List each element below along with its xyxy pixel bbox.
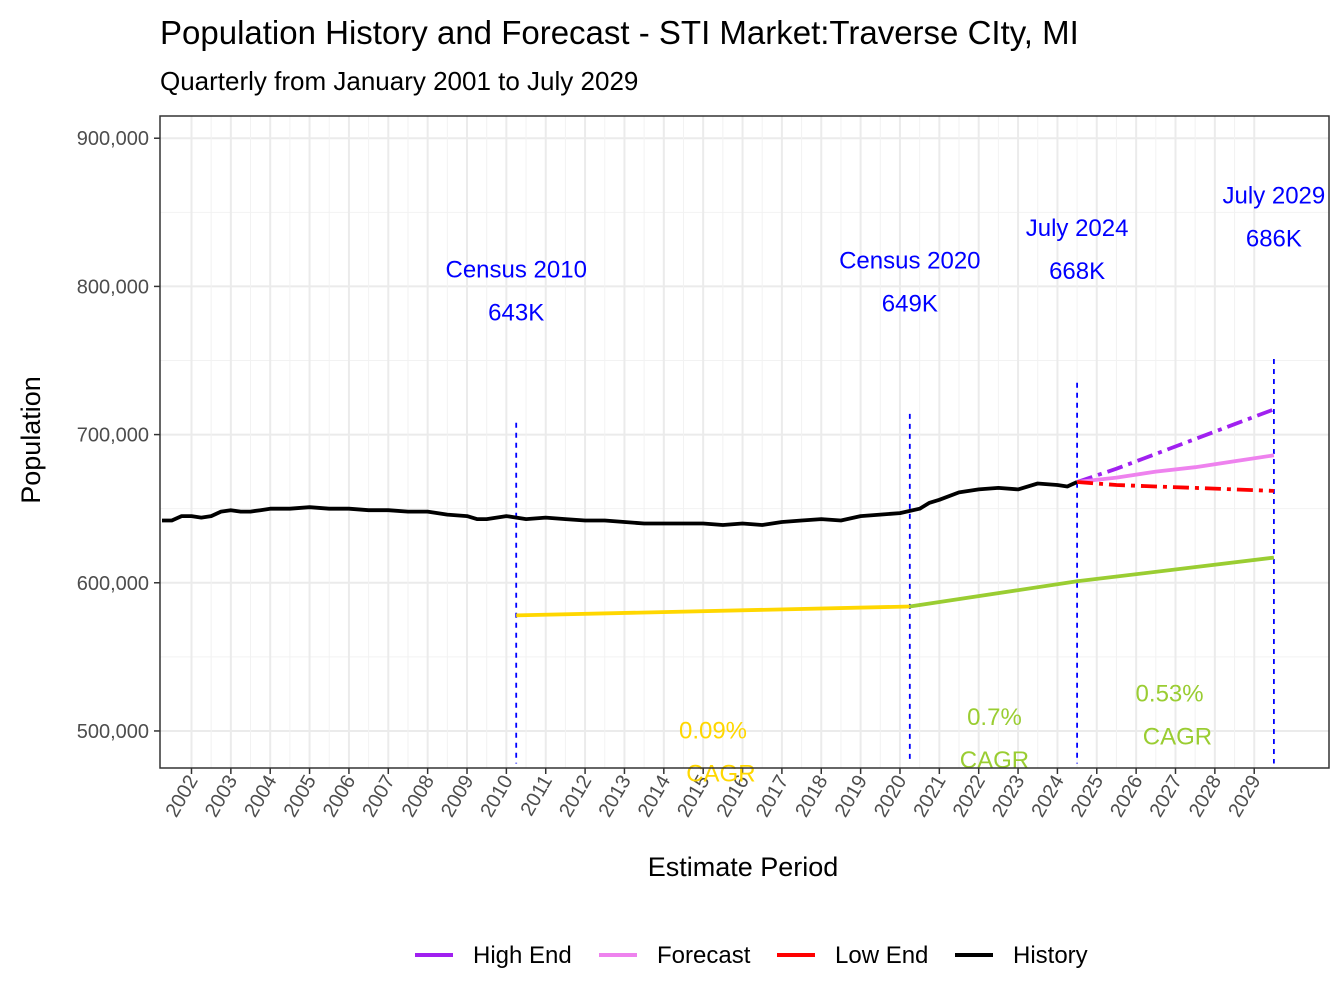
series-history: [162, 480, 1078, 527]
series-cagr-2010-2020: [516, 604, 910, 618]
series-low-end: [1076, 480, 1274, 493]
annotation-label: Census 2020: [839, 248, 980, 275]
legend-label: Low End: [835, 942, 928, 969]
chart-title: Population History and Forecast - STI Ma…: [160, 14, 1079, 51]
x-tick-label: 2021: [909, 772, 950, 822]
plot-panel-border: [159, 115, 1330, 769]
x-tick-label: 2025: [1067, 772, 1108, 822]
legend-label: High End: [473, 942, 572, 969]
x-tick-label: 2013: [594, 772, 635, 822]
x-tick-label: 2017: [752, 772, 793, 822]
x-tick-label: 2029: [1224, 772, 1265, 822]
annotation-value: CAGR: [960, 747, 1029, 774]
x-tick-label: 2008: [398, 772, 439, 822]
x-tick-label: 2028: [1185, 772, 1226, 822]
x-tick-label: 2024: [1027, 772, 1068, 822]
grid-lines: [160, 116, 1329, 768]
x-tick-label: 2005: [280, 772, 321, 822]
x-tick-label: 2020: [870, 772, 911, 822]
annotation-value: 649K: [882, 291, 938, 318]
x-tick-label: 2026: [1106, 772, 1147, 822]
x-tick-label: 2002: [162, 772, 203, 822]
y-tick-label: 600,000: [77, 573, 149, 595]
chart-subtitle: Quarterly from January 2001 to July 2029: [160, 66, 638, 96]
x-tick-label: 2011: [517, 772, 558, 820]
x-tick-label: 2010: [476, 772, 517, 822]
x-tick-label: 2003: [201, 772, 242, 822]
y-tick-label: 700,000: [77, 425, 149, 447]
y-axis-label: Population: [16, 376, 46, 504]
y-tick-label: 500,000: [77, 721, 149, 743]
x-tick-label: 2027: [1146, 772, 1187, 822]
series-high-end: [1076, 407, 1275, 484]
annotation-label: July 2029: [1223, 182, 1326, 209]
y-tick-label: 900,000: [77, 128, 149, 150]
annotation-value: 686K: [1246, 225, 1302, 252]
annotation-label: July 2024: [1026, 215, 1129, 242]
x-tick-label: 2009: [437, 772, 478, 822]
annotations: Census 2010 643K Census 2020 649K July 2024 6…: [445, 182, 1325, 787]
x-tick-label: 2007: [358, 772, 399, 822]
annotation-label: 0.7%: [967, 704, 1022, 731]
annotation-label: 0.53%: [1136, 680, 1204, 707]
y-axis-ticks: 500,000 600,000 700,000 800,000 900,000: [77, 128, 160, 743]
x-tick-label: 2019: [831, 772, 872, 822]
annotation-value: 643K: [488, 299, 544, 326]
annotation-value: CAGR: [1143, 723, 1212, 750]
series-cagr-2020-2029: [909, 555, 1275, 609]
annotation-value: 668K: [1049, 258, 1105, 285]
x-tick-label: 2014: [634, 772, 675, 822]
x-tick-label: 2022: [949, 772, 990, 822]
annotation-value: CAGR: [686, 760, 755, 787]
annotation-label: 0.09%: [679, 717, 747, 744]
series-lines: [162, 407, 1275, 618]
y-tick-label: 800,000: [77, 276, 149, 298]
series-forecast: [1076, 453, 1275, 484]
x-tick-label: 2018: [791, 772, 832, 822]
x-tick-label: 2006: [319, 772, 360, 822]
legend-label: Forecast: [657, 942, 751, 969]
annotation-label: Census 2010: [445, 257, 586, 284]
marker-lines: [515, 359, 1275, 764]
legend: High End Forecast Low End History: [415, 942, 1088, 969]
x-tick-label: 2023: [988, 772, 1029, 822]
legend-label: History: [1013, 942, 1088, 969]
x-tick-label: 2012: [555, 772, 596, 822]
x-tick-label: 2004: [240, 772, 281, 822]
x-axis-label: Estimate Period: [648, 852, 839, 882]
